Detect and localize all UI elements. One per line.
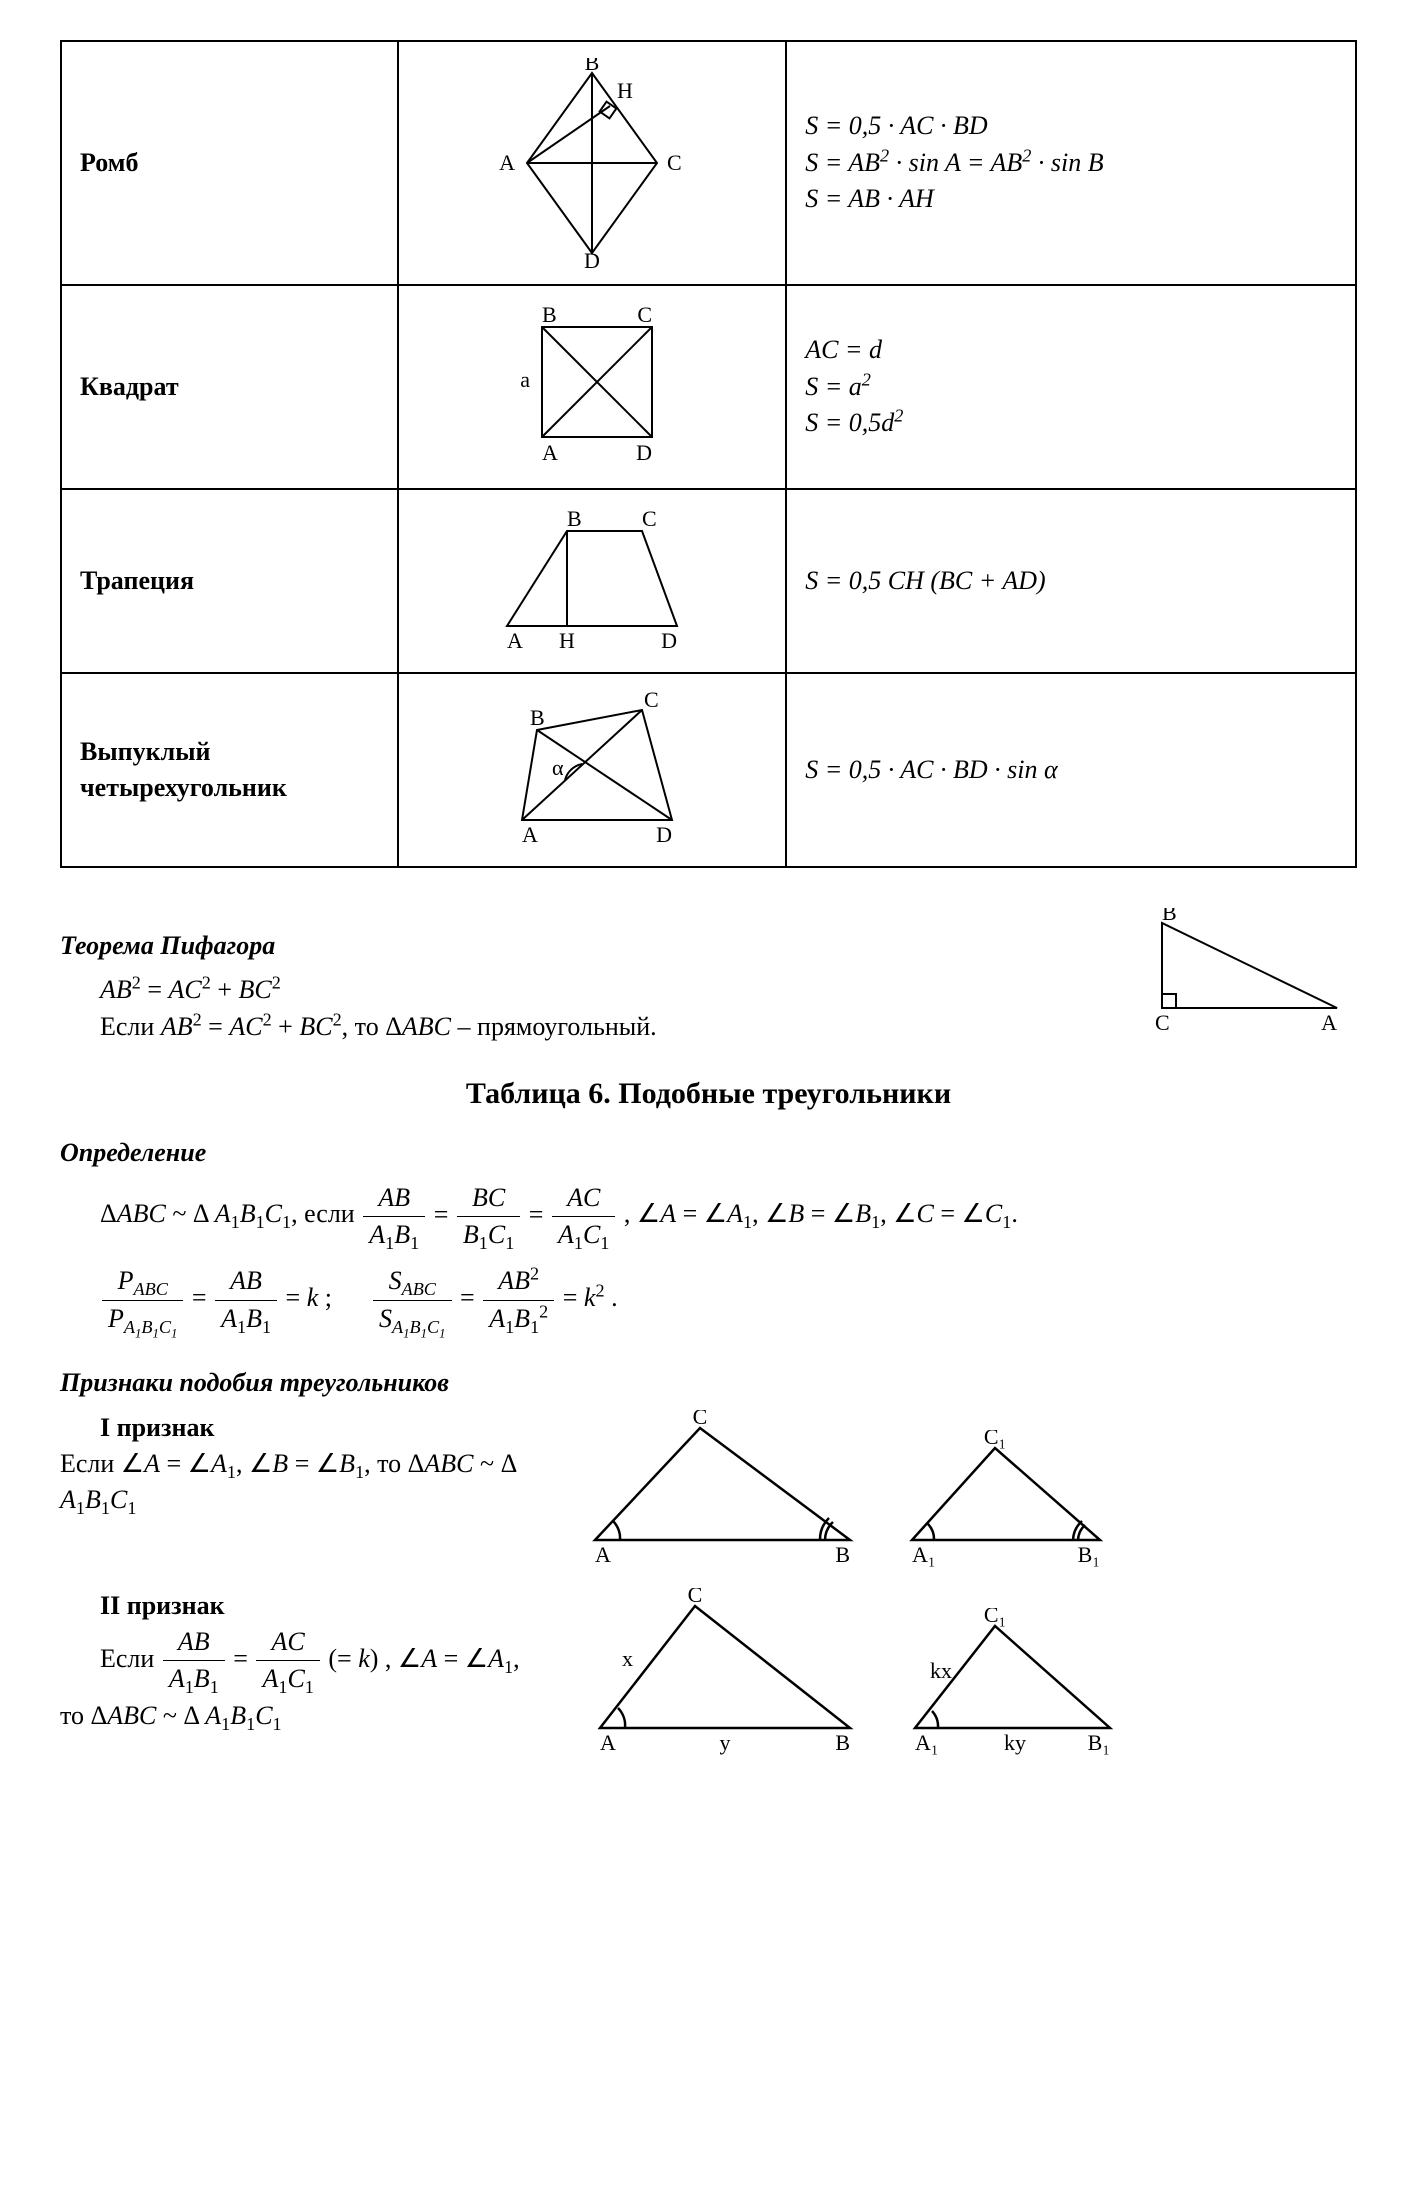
- svg-text:B₁: B₁: [1088, 1730, 1110, 1755]
- triangle-a1b1c1-sides-figure: A₁ B₁ C₁ kx ky: [900, 1608, 1130, 1758]
- svg-text:ky: ky: [1004, 1730, 1026, 1755]
- quad-figure: A B C D α: [482, 690, 702, 850]
- shape-formulas: AC = d S = a2 S = 0,5d2: [786, 285, 1356, 489]
- svg-text:A₁: A₁: [915, 1730, 939, 1755]
- square-figure: B C A D a: [497, 302, 687, 472]
- criterion-2-conclusion: то ΔABC ~ Δ A1B1C1: [60, 1698, 580, 1734]
- criterion-1-text: Если ∠A = ∠A1, ∠B = ∠B1, то ΔABC ~ Δ A1B…: [60, 1446, 580, 1519]
- svg-text:C: C: [1155, 1010, 1170, 1035]
- svg-text:a: a: [520, 367, 530, 392]
- triangle-a1b1c1-figure: A₁ B₁ C₁: [900, 1430, 1120, 1570]
- shape-formulas: S = 0,5 · AC · BD · sin α: [786, 673, 1356, 867]
- svg-text:y: y: [720, 1730, 731, 1755]
- pythag-converse: Если AB2 = AC2 + BC2, то ΔABC – прямоуго…: [100, 1009, 1107, 1045]
- shape-name: Трапеция: [61, 489, 398, 673]
- table-row: Выпуклый четырехугольник A B C D α: [61, 673, 1356, 867]
- svg-text:A: A: [600, 1730, 616, 1755]
- svg-text:B₁: B₁: [1078, 1542, 1100, 1567]
- svg-text:B: B: [542, 302, 557, 327]
- svg-text:A: A: [507, 628, 523, 653]
- trapezoid-figure: A B C D H: [482, 506, 702, 656]
- shape-name: Квадрат: [61, 285, 398, 489]
- svg-text:x: x: [622, 1646, 633, 1671]
- triangle-abc-sides-figure: A B C x y: [580, 1588, 870, 1758]
- svg-text:A₁: A₁: [912, 1542, 936, 1567]
- pythag-formula: AB2 = AC2 + BC2: [100, 972, 1107, 1008]
- svg-text:A: A: [522, 822, 538, 847]
- svg-text:B: B: [530, 705, 545, 730]
- svg-text:C: C: [644, 690, 659, 712]
- svg-text:A: A: [1321, 1010, 1337, 1035]
- pythagoras-section: Теорема Пифагора AB2 = AC2 + BC2 Если AB…: [60, 908, 1357, 1045]
- shape-figure: A B C D α: [398, 673, 787, 867]
- table-row: Квадрат B C A D a AC = d S = a2 S: [61, 285, 1356, 489]
- area-formulas-table: Ромб B A C D H S = 0,5 ·: [60, 40, 1357, 868]
- svg-text:H: H: [617, 78, 633, 103]
- criterion-2-text: Если ABA1B1 = ACA1C1 (= k) , ∠A = ∠A1,: [100, 1624, 580, 1698]
- right-triangle-figure: B C A: [1137, 908, 1357, 1038]
- criterion-1: I признак Если ∠A = ∠A1, ∠B = ∠B1, то ΔA…: [60, 1410, 1357, 1570]
- svg-text:D: D: [636, 440, 652, 465]
- criterion-2-title: II признак: [100, 1588, 580, 1624]
- definition-heading: Определение: [60, 1135, 1357, 1171]
- svg-text:D: D: [661, 628, 677, 653]
- shape-formulas: S = 0,5 · AC · BD S = AB2 · sin A = AB2 …: [786, 41, 1356, 285]
- svg-text:B: B: [585, 58, 600, 75]
- triangle-abc-figure: A B C: [580, 1410, 870, 1570]
- svg-text:C₁: C₁: [984, 1608, 1006, 1627]
- svg-text:kx: kx: [930, 1658, 952, 1683]
- rhombus-figure: B A C D H: [497, 58, 687, 268]
- shape-figure: B A C D H: [398, 41, 787, 285]
- table-row: Трапеция A B C D H S = 0,5 CH (BC + AD): [61, 489, 1356, 673]
- svg-text:A: A: [499, 150, 515, 175]
- svg-text:A: A: [595, 1542, 611, 1567]
- svg-text:C: C: [637, 302, 652, 327]
- shape-formulas: S = 0,5 CH (BC + AD): [786, 489, 1356, 673]
- criterion-2: II признак Если ABA1B1 = ACA1C1 (= k) , …: [60, 1588, 1357, 1758]
- svg-text:A: A: [542, 440, 558, 465]
- svg-text:B: B: [835, 1730, 850, 1755]
- criteria-heading: Признаки подобия треугольников: [60, 1365, 1357, 1401]
- table-row: Ромб B A C D H S = 0,5 ·: [61, 41, 1356, 285]
- svg-text:D: D: [584, 248, 600, 268]
- shape-name: Ромб: [61, 41, 398, 285]
- shape-figure: B C A D a: [398, 285, 787, 489]
- svg-text:C: C: [688, 1588, 703, 1607]
- criterion-1-title: I признак: [100, 1410, 580, 1446]
- pythag-heading: Теорема Пифагора: [60, 928, 1107, 964]
- svg-text:B: B: [1162, 908, 1177, 925]
- svg-text:C₁: C₁: [984, 1430, 1006, 1449]
- shape-figure: A B C D H: [398, 489, 787, 673]
- svg-text:C: C: [667, 150, 682, 175]
- shape-name: Выпуклый четырехугольник: [61, 673, 398, 867]
- definition-line2: PABCPA1B1C1 = ABA1B1 = k ; SABCSA1B1C1 =…: [100, 1263, 1357, 1337]
- svg-text:C: C: [693, 1410, 708, 1429]
- svg-text:H: H: [559, 628, 575, 653]
- svg-text:B: B: [567, 506, 582, 531]
- definition-line1: ΔABC ~ Δ A1B1C1, если ABA1B1 = BCB1C1 = …: [100, 1180, 1357, 1254]
- svg-text:α: α: [552, 755, 564, 780]
- svg-text:B: B: [835, 1542, 850, 1567]
- svg-text:D: D: [656, 822, 672, 847]
- table6-heading: Таблица 6. Подобные треугольники: [60, 1073, 1357, 1115]
- svg-text:C: C: [642, 506, 657, 531]
